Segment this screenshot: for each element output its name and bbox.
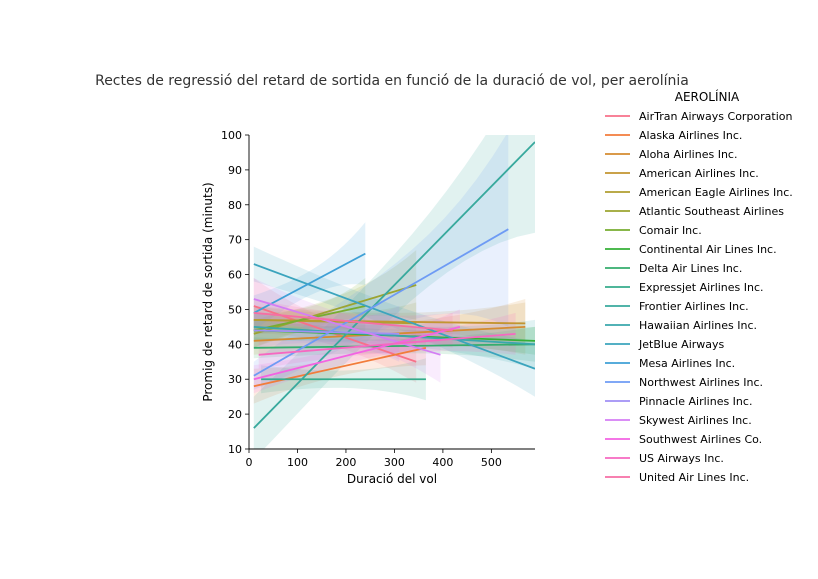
legend-label-frontier-airlines-inc: Frontier Airlines Inc. — [639, 300, 749, 313]
legend-label-skywest-airlines-inc: Skywest Airlines Inc. — [639, 414, 752, 427]
ci-band-us-airways-inc — [258, 312, 516, 369]
y-tick-label: 100 — [221, 129, 242, 142]
legend-label-pinnacle-airlines-inc: Pinnacle Airlines Inc. — [639, 395, 752, 408]
confidence-bands — [253, 135, 535, 449]
legend-label-airtran-airways-corporation: AirTran Airways Corporation — [639, 110, 793, 123]
regression-line-american-eagle-airlines-inc — [253, 319, 417, 325]
legend-label-aloha-airlines-inc: Aloha Airlines Inc. — [639, 148, 737, 161]
legend-label-northwest-airlines-inc: Northwest Airlines Inc. — [639, 376, 763, 389]
y-tick-label: 70 — [228, 234, 242, 247]
legend-label-us-airways-inc: US Airways Inc. — [639, 452, 724, 465]
legend-label-hawaiian-airlines-inc: Hawaiian Airlines Inc. — [639, 319, 757, 332]
ci-band-atlantic-southeast-airlines — [253, 250, 417, 348]
ci-band-northwest-airlines-inc — [253, 135, 509, 390]
legend-label-atlantic-southeast-airlines: Atlantic Southeast Airlines — [639, 205, 784, 218]
y-tick-label: 50 — [228, 303, 242, 316]
chart-title: Rectes de regressió del retard de sortid… — [95, 73, 689, 89]
regression-line-southwest-airlines-co — [253, 326, 461, 381]
regression-line-mesa-airlines-inc — [253, 252, 366, 314]
regression-line-pinnacle-airlines-inc — [253, 329, 400, 335]
legend-label-mesa-airlines-inc: Mesa Airlines Inc. — [639, 357, 735, 370]
y-tick-label: 10 — [228, 443, 242, 456]
regression-lines — [253, 141, 535, 429]
legend-label-continental-air-lines-inc: Continental Air Lines Inc. — [639, 243, 777, 256]
x-axis-label: Duració del vol — [347, 472, 437, 486]
x-tick-label: 500 — [481, 456, 502, 469]
regression-line-atlantic-southeast-airlines — [253, 284, 417, 335]
legend-label-jetblue-airways: JetBlue Airways — [638, 338, 725, 351]
ci-band-aloha-airlines-inc — [253, 299, 526, 355]
legend-title: AEROLÍNIA — [675, 89, 740, 104]
ci-band-airtran-airways-corporation — [253, 278, 417, 383]
legend-label-alaska-airlines-inc: Alaska Airlines Inc. — [639, 129, 742, 142]
y-axis-label: Promig de retard de sortida (minuts) — [201, 182, 215, 401]
x-tick-label: 0 — [246, 456, 253, 469]
y-tick-label: 30 — [228, 373, 242, 386]
x-tick-label: 200 — [335, 456, 356, 469]
x-tick-label: 400 — [432, 456, 453, 469]
legend-label-expressjet-airlines-inc: Expressjet Airlines Inc. — [639, 281, 764, 294]
y-tick-label: 90 — [228, 164, 242, 177]
legend-label-american-airlines-inc: American Airlines Inc. — [639, 167, 759, 180]
legend-label-comair-inc: Comair Inc. — [639, 224, 702, 237]
ci-band-mesa-airlines-inc — [253, 222, 366, 331]
regression-line-jetblue-airways — [253, 263, 535, 370]
legend-label-delta-air-lines-inc: Delta Air Lines Inc. — [639, 262, 742, 275]
x-ticks: 0 100 200 300 400 500 — [246, 449, 502, 469]
axes — [248, 135, 535, 450]
regression-line-frontier-airlines-inc — [253, 141, 535, 429]
legend: AirTran Airways Corporation Alaska Airlin… — [605, 110, 793, 484]
y-tick-label: 20 — [228, 408, 242, 421]
x-tick-label: 100 — [287, 456, 308, 469]
regression-line-hawaiian-airlines-inc — [253, 325, 535, 346]
legend-label-united-air-lines-inc: United Air Lines Inc. — [639, 471, 749, 484]
regression-line-delta-air-lines-inc — [253, 343, 535, 349]
regression-line-skywest-airlines-inc — [253, 298, 441, 356]
regression-line-us-airways-inc — [258, 332, 516, 356]
y-ticks: 10 20 30 40 50 60 70 80 90 100 — [221, 129, 249, 456]
x-tick-label: 300 — [384, 456, 405, 469]
legend-label-american-eagle-airlines-inc: American Eagle Airlines Inc. — [639, 186, 793, 199]
y-tick-label: 60 — [228, 269, 242, 282]
ci-band-skywest-airlines-inc — [253, 278, 441, 383]
legend-label-southwest-airlines-co: Southwest Airlines Co. — [639, 433, 762, 446]
y-tick-label: 40 — [228, 338, 242, 351]
regression-line-united-air-lines-inc — [253, 312, 453, 332]
ci-band-southwest-airlines-co — [253, 309, 460, 394]
y-tick-label: 80 — [228, 199, 242, 212]
